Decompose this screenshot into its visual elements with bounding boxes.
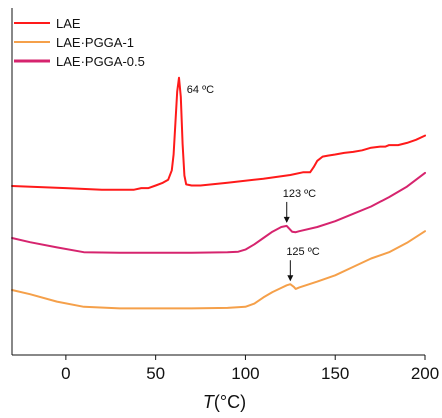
series-line-2: [11, 171, 426, 254]
annotation-arrowhead: [287, 275, 294, 282]
axes: [11, 8, 425, 356]
x-tick-label: 200: [411, 364, 439, 383]
legend: LAE LAE·PGGA-1 LAE·PGGA-0.5: [14, 16, 145, 69]
legend-label: LAE·PGGA-1: [56, 35, 134, 50]
x-ticks: 0 50 100 150 200: [61, 355, 439, 383]
annotations: 64 ºC 123 ºC 125 ºC: [187, 84, 320, 282]
legend-label: LAE: [56, 16, 81, 31]
x-tick-label: 150: [321, 364, 349, 383]
legend-label: LAE·PGGA-0.5: [56, 54, 145, 69]
x-axis-symbol: T: [203, 392, 216, 412]
peak-annotation-label: 64 ºC: [187, 84, 214, 96]
series-line-0: [11, 76, 426, 191]
transition-annotation-label: 125 ºC: [286, 246, 319, 258]
plot-lines: [11, 76, 426, 310]
x-axis-title: T(°C): [203, 392, 246, 412]
transition-annotation-label: 123 ºC: [283, 188, 316, 200]
x-axis-unit: (°C): [214, 392, 246, 412]
x-tick-label: 0: [61, 364, 70, 383]
annotation-arrowhead: [283, 216, 290, 223]
x-tick-label: 100: [231, 364, 259, 383]
x-tick-label: 50: [146, 364, 165, 383]
series-line-1: [11, 230, 426, 310]
